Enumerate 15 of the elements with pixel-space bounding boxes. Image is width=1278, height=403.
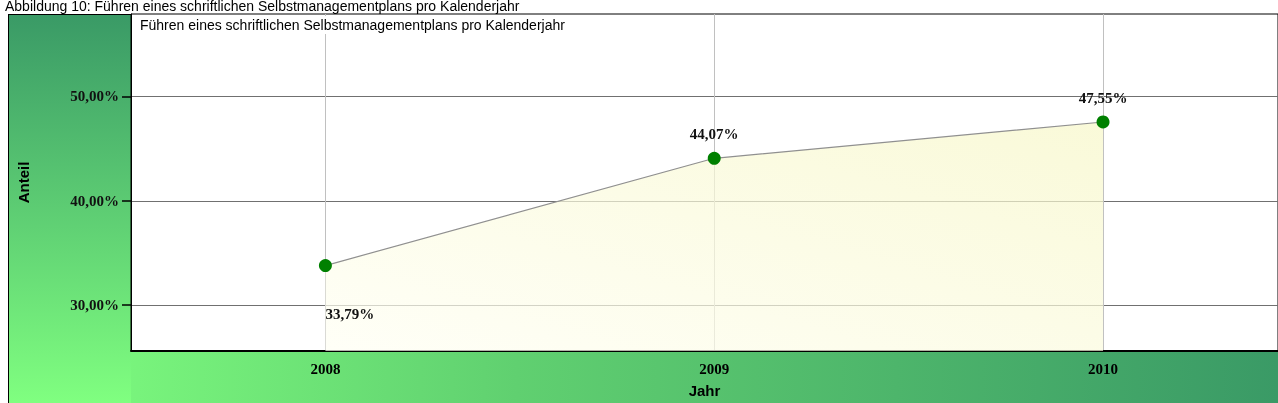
point [707, 151, 721, 165]
chart-title: Abbildung 10: Führen eines schriftlichen Selbstmanagementplans pro Kalenderjahr [5, 0, 520, 14]
chart-subtitle: Führen eines schriftlichen Selbstmanagementplans pro Kalenderjahr [140, 17, 566, 33]
point [318, 259, 332, 273]
y-axis-title: Anteil [15, 161, 32, 204]
x-tick-label: 2010 [1088, 360, 1119, 377]
y-tick-label: 40,00% [70, 192, 119, 209]
x-axis-title: Jahr [688, 382, 721, 399]
y-tick-label: 30,00% [70, 297, 119, 314]
x-tick-label: 2008 [310, 360, 341, 377]
y-tick-label: 50,00% [70, 88, 119, 105]
x-tick-label: 2009 [699, 360, 730, 377]
data-label: 33,79% [325, 305, 375, 322]
data-label: 44,07% [689, 126, 739, 143]
point [1096, 115, 1110, 129]
